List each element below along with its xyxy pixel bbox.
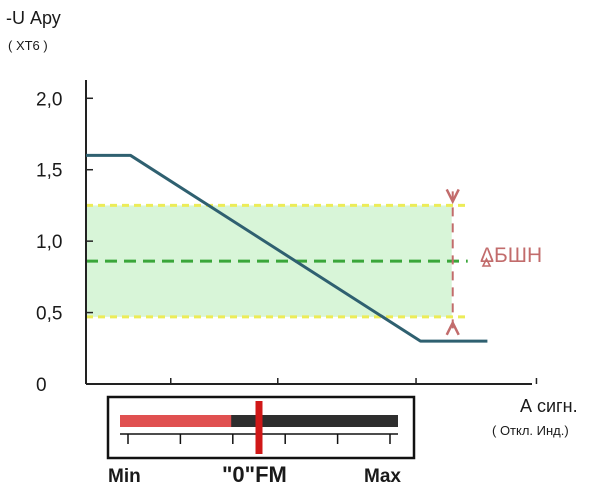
indicator-marker [255, 401, 263, 454]
delta-marker [445, 188, 492, 336]
series-line [86, 153, 488, 343]
y-axis-subtitle: ( ХТ6 ) [8, 38, 48, 53]
y-tick-label: 0,5 [36, 304, 62, 325]
delta-arrow-up [445, 320, 460, 336]
x-axis-subtitle: ( Откл. Инд.) [492, 423, 569, 438]
y-tick-label: 0 [36, 375, 47, 396]
fm-indicator [106, 395, 416, 460]
y-tick-label: 1,0 [36, 232, 62, 253]
x-axis-title: А сигн. [520, 396, 578, 416]
indicator-zero-label: "0"FM [222, 462, 287, 487]
delta-arrow-down [445, 188, 460, 205]
y-tick-labels: 0 0,5 1,0 1,5 2,0 [36, 89, 93, 396]
indicator-min-label: Min [108, 466, 141, 487]
y-tick-label: 2,0 [36, 89, 62, 110]
delta-label: ΔБШН [480, 244, 543, 267]
delta-symbol [481, 257, 492, 267]
indicator-max-label: Max [364, 466, 401, 487]
y-tick-label: 1,5 [36, 161, 62, 182]
y-axis-title: -U Ару [6, 8, 61, 28]
indicator-fill [120, 415, 232, 427]
